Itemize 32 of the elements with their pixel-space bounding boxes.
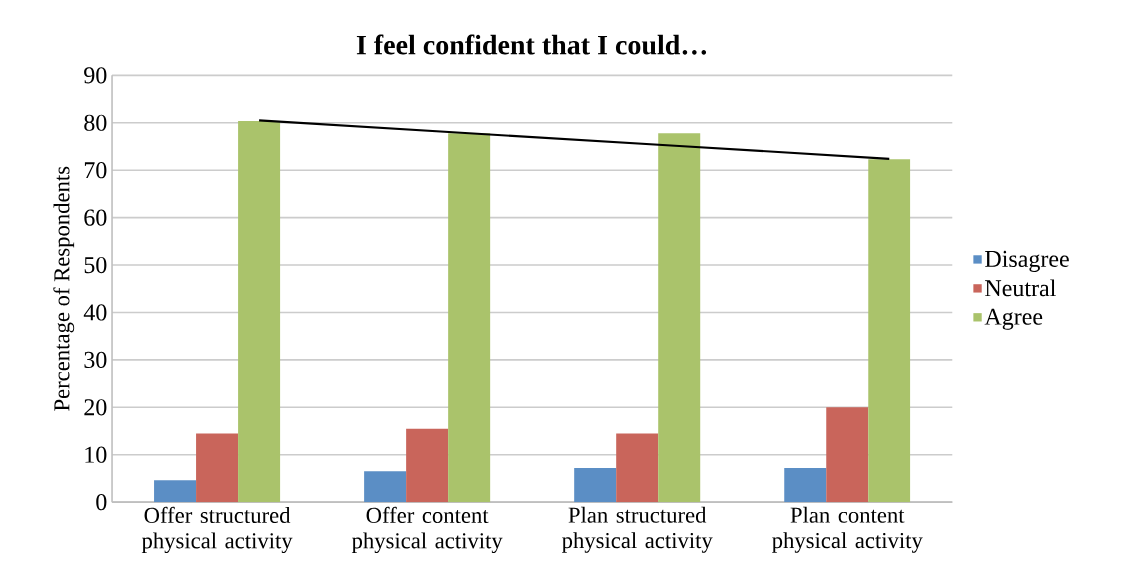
legend-label: Neutral [985,279,1056,297]
y-tick-label: 90 [84,67,107,84]
bar [364,471,407,503]
bar [658,133,701,503]
y-tick-label: 0 [96,493,107,511]
y-tick-label: 60 [84,209,107,226]
bar [154,480,197,503]
bar [784,467,827,503]
y-tick-label: 10 [85,446,107,463]
bar [826,407,869,503]
y-tick-label: 80 [84,114,107,131]
x-tick-label: Offer content physical activity [351,506,503,553]
y-tick-label: 30 [84,351,107,368]
bar [574,467,617,503]
y-tick-label: 50 [84,256,107,274]
x-tick-label: Plan structured physical activity [561,506,713,553]
bar [238,120,281,503]
line-series [258,119,891,160]
bar [196,433,239,503]
y-tick-label: 70 [84,162,107,179]
bar [616,433,659,503]
y-tick-label: 20 [84,399,107,416]
legend-label: Disagree [985,250,1069,272]
bar [406,428,449,503]
chart-title: I feel confident that I could… [356,34,707,55]
legend-label: Agree [984,308,1043,330]
y-axis-title: Percentage of Respondents [53,166,75,411]
x-tick-label: Plan content physical activity [772,506,923,553]
bar [868,159,911,503]
y-tick-label: 40 [83,304,107,321]
bar [448,133,491,503]
x-tick-label: Offer structured physical activity [141,506,293,553]
